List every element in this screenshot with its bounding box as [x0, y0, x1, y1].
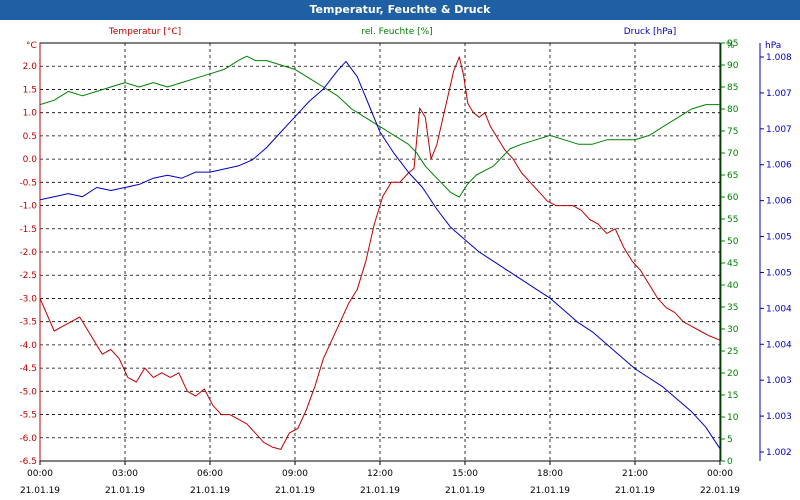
pressure-tick-label: 1.006	[766, 161, 792, 171]
x-tick-time: 09:00	[282, 469, 308, 479]
x-tick-date: 21.01.19	[20, 486, 60, 496]
temperature-tick-label: 0.0	[23, 155, 38, 165]
humidity-tick-label: 0	[727, 457, 733, 467]
temperature-tick-label: -2.0	[19, 248, 37, 258]
humidity-tick-label: 65	[727, 171, 738, 181]
pressure-tick-label: 1.002	[766, 448, 792, 458]
humidity-tick-label: 60	[727, 193, 739, 203]
temperature-tick-label: -3.0	[19, 294, 37, 304]
pressure-tick-label: 1.005	[766, 233, 792, 243]
temperature-tick-label: -1.5	[19, 225, 37, 235]
x-tick-date: 21.01.19	[360, 486, 400, 496]
pressure-unit-label: hPa	[765, 41, 781, 51]
series-layer	[39, 55, 721, 450]
humidity-tick-label: 30	[727, 325, 739, 335]
humidity-tick-label: 45	[727, 259, 738, 269]
x-tick-date: 21.01.19	[105, 486, 145, 496]
x-tick-date: 22.01.19	[700, 486, 740, 496]
pressure-tick-label: 1.006	[766, 197, 792, 207]
humidity-unit-label: %	[726, 41, 735, 51]
legend: Temperatur [°C] rel. Feuchte [%] Druck […	[26, 27, 781, 51]
pressure-axis: 1.008 1.007 1.007 1.006 1.006 1.005 1.005 1.004…	[759, 43, 792, 461]
legend-humidity: rel. Feuchte [%]	[361, 27, 432, 37]
series-humidity-line	[39, 55, 720, 198]
pressure-tick-label: 1.007	[766, 89, 792, 99]
humidity-tick-label: 10	[727, 413, 739, 423]
humidity-tick-label: 75	[727, 127, 738, 137]
temperature-tick-label: -3.5	[19, 318, 37, 328]
legend-temperature: Temperatur [°C]	[108, 27, 181, 37]
temperature-tick-label: -6.0	[19, 434, 37, 444]
x-axis: 00:00 21.01.19 03:00 21.01.19 06:00 21.01.19 0…	[20, 461, 740, 496]
pressure-tick-label: 1.003	[766, 376, 792, 386]
x-tick-date: 21.01.19	[530, 486, 570, 496]
pressure-tick-label: 1.003	[766, 412, 792, 422]
chart-title: Temperatur, Feuchte & Druck	[0, 0, 800, 20]
series-pressure-line	[39, 60, 721, 449]
x-tick-date: 21.01.19	[615, 486, 655, 496]
humidity-tick-label: 20	[727, 369, 739, 379]
humidity-tick-label: 85	[727, 83, 738, 93]
pressure-tick-label: 1.004	[766, 340, 792, 350]
humidity-tick-label: 40	[727, 281, 739, 291]
humidity-tick-label: 35	[727, 303, 738, 313]
humidity-tick-label: 25	[727, 347, 738, 357]
pressure-tick-label: 1.004	[766, 304, 792, 314]
x-tick-time: 00:00	[27, 469, 53, 479]
temperature-tick-label: -5.0	[19, 387, 37, 397]
pressure-tick-label: 1.005	[766, 268, 792, 278]
humidity-tick-label: 95	[727, 39, 738, 49]
temperature-tick-label: -4.5	[19, 364, 37, 374]
series-temperature-line	[39, 56, 721, 450]
x-tick-time: 18:00	[537, 469, 563, 479]
pressure-tick-label: 1.007	[766, 125, 792, 135]
x-tick-time: 00:00	[707, 469, 733, 479]
temperature-tick-label: -6.5	[19, 457, 37, 467]
humidity-tick-label: 5	[727, 435, 733, 445]
x-tick-time: 21:00	[622, 469, 648, 479]
x-tick-date: 21.01.19	[445, 486, 485, 496]
temperature-tick-label: 1.0	[23, 109, 38, 119]
humidity-tick-label: 70	[727, 149, 739, 159]
pressure-tick-label: 1.008	[766, 53, 792, 63]
temperature-tick-label: 1.5	[23, 85, 37, 95]
x-tick-time: 06:00	[197, 469, 223, 479]
grid-lines	[40, 43, 720, 462]
humidity-tick-label: 15	[727, 391, 738, 401]
humidity-tick-label: 50	[727, 237, 739, 247]
x-tick-date: 21.01.19	[190, 486, 230, 496]
x-tick-date: 21.01.19	[275, 486, 315, 496]
temperature-tick-label: -4.0	[19, 341, 37, 351]
temperature-axis: 2.0 1.5 1.0 0.5 0.0 -0.5 -1.0 -1.5 -2.0 -2.5 -3.0 -…	[19, 43, 41, 467]
temperature-unit-label: °C	[26, 41, 37, 51]
temperature-tick-label: -0.5	[19, 178, 37, 188]
temperature-tick-label: -5.5	[19, 411, 37, 421]
humidity-tick-label: 55	[727, 215, 738, 225]
x-tick-time: 15:00	[452, 469, 478, 479]
legend-pressure: Druck [hPa]	[624, 27, 677, 37]
temperature-tick-label: 0.5	[23, 132, 37, 142]
humidity-tick-label: 90	[727, 61, 739, 71]
humidity-tick-label: 80	[727, 105, 739, 115]
temperature-tick-label: -2.5	[19, 271, 37, 281]
x-tick-time: 12:00	[367, 469, 393, 479]
x-tick-time: 03:00	[112, 469, 138, 479]
temperature-tick-label: -1.0	[19, 202, 37, 212]
temperature-tick-label: 2.0	[23, 62, 38, 72]
